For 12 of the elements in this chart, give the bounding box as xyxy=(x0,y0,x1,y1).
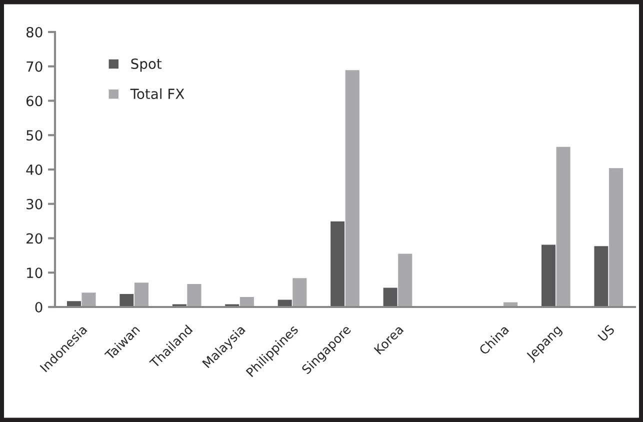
x-tick-label: US xyxy=(597,324,615,342)
y-tick-label: 40 xyxy=(26,164,42,175)
y-tick-label: 70 xyxy=(26,61,42,72)
y-tick-label: 10 xyxy=(27,268,42,278)
y-tick-label: 30 xyxy=(26,198,42,210)
y-tick-label: 80 xyxy=(26,26,42,38)
legend-label: Spot xyxy=(131,58,162,72)
y-tick-label: 60 xyxy=(26,96,42,106)
y-tick-label: 0 xyxy=(35,302,42,312)
y-tick-label: 20 xyxy=(26,233,42,244)
legend-label: Total FX xyxy=(130,88,184,100)
y-tick-label: 50 xyxy=(26,130,42,141)
